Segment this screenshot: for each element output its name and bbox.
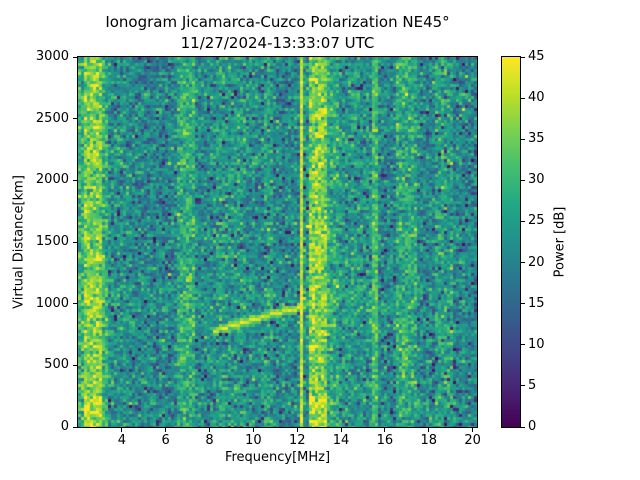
x-tick-label: 18 bbox=[420, 433, 438, 448]
colorbar-tick-label: 0 bbox=[528, 419, 537, 434]
colorbar-tick-label: 35 bbox=[528, 131, 545, 147]
figure-titles: Ionogram Jicamarca-Cuzco Polarization NE… bbox=[78, 12, 477, 54]
colorbar-tick-mark bbox=[521, 303, 525, 305]
y-tick-mark bbox=[73, 303, 77, 305]
y-tick-label: 1000 bbox=[35, 295, 69, 311]
y-tick-mark bbox=[73, 179, 77, 181]
x-tick-label: 8 bbox=[205, 433, 214, 448]
x-tick-mark bbox=[252, 428, 254, 432]
colorbar bbox=[501, 56, 521, 428]
colorbar-tick-mark bbox=[521, 220, 525, 222]
x-tick-label: 12 bbox=[288, 433, 306, 448]
colorbar-label: Power [dB] bbox=[552, 206, 568, 278]
colorbar-tick-label: 5 bbox=[528, 377, 537, 393]
x-tick-label: 14 bbox=[332, 433, 350, 448]
colorbar-tick-mark bbox=[521, 344, 525, 346]
colorbar-canvas bbox=[502, 57, 520, 427]
colorbar-tick-mark bbox=[521, 138, 525, 140]
y-tick-mark bbox=[73, 364, 77, 366]
plot-area bbox=[77, 56, 478, 428]
y-tick-label: 2000 bbox=[35, 172, 69, 188]
y-tick-label: 3000 bbox=[35, 49, 69, 64]
x-tick-mark bbox=[428, 428, 430, 432]
colorbar-tick-label: 45 bbox=[528, 49, 545, 64]
x-tick-mark bbox=[384, 428, 386, 432]
colorbar-tick-label: 30 bbox=[528, 172, 545, 188]
colorbar-tick-mark bbox=[521, 179, 525, 181]
chart-title: Ionogram Jicamarca-Cuzco Polarization NE… bbox=[105, 13, 450, 31]
y-tick-label: 0 bbox=[60, 419, 69, 434]
x-tick-label: 20 bbox=[464, 433, 481, 448]
x-tick-label: 4 bbox=[117, 433, 126, 448]
colorbar-tick-mark bbox=[521, 426, 525, 428]
y-tick-label: 2500 bbox=[35, 110, 69, 126]
y-axis-label: Virtual Distance[km] bbox=[11, 175, 27, 309]
colorbar-tick-mark bbox=[521, 56, 525, 58]
chart-subtitle: 11/27/2024-13:33:07 UTC bbox=[180, 34, 375, 52]
x-tick-mark bbox=[209, 428, 211, 432]
colorbar-tick-mark bbox=[521, 262, 525, 264]
colorbar-tick-label: 20 bbox=[528, 254, 545, 270]
x-tick-mark bbox=[121, 428, 123, 432]
y-tick-label: 1500 bbox=[35, 234, 69, 249]
x-tick-label: 10 bbox=[245, 433, 262, 448]
x-tick-label: 16 bbox=[376, 433, 394, 448]
x-tick-mark bbox=[165, 428, 167, 432]
x-tick-mark bbox=[472, 428, 474, 432]
colorbar-tick-label: 40 bbox=[528, 90, 545, 106]
colorbar-tick-mark bbox=[521, 97, 525, 99]
colorbar-tick-mark bbox=[521, 385, 525, 387]
x-tick-label: 6 bbox=[161, 433, 170, 448]
colorbar-tick-label: 10 bbox=[528, 336, 545, 352]
y-tick-mark bbox=[73, 118, 77, 120]
y-tick-mark bbox=[73, 56, 77, 58]
colorbar-tick-label: 15 bbox=[528, 295, 545, 311]
y-tick-mark bbox=[73, 241, 77, 243]
x-tick-mark bbox=[340, 428, 342, 432]
y-tick-mark bbox=[73, 426, 77, 428]
y-tick-label: 500 bbox=[44, 357, 69, 373]
colorbar-tick-label: 25 bbox=[528, 213, 545, 229]
x-tick-mark bbox=[296, 428, 298, 432]
heatmap-canvas bbox=[78, 57, 477, 427]
x-axis-label: Frequency[MHz] bbox=[224, 450, 331, 465]
